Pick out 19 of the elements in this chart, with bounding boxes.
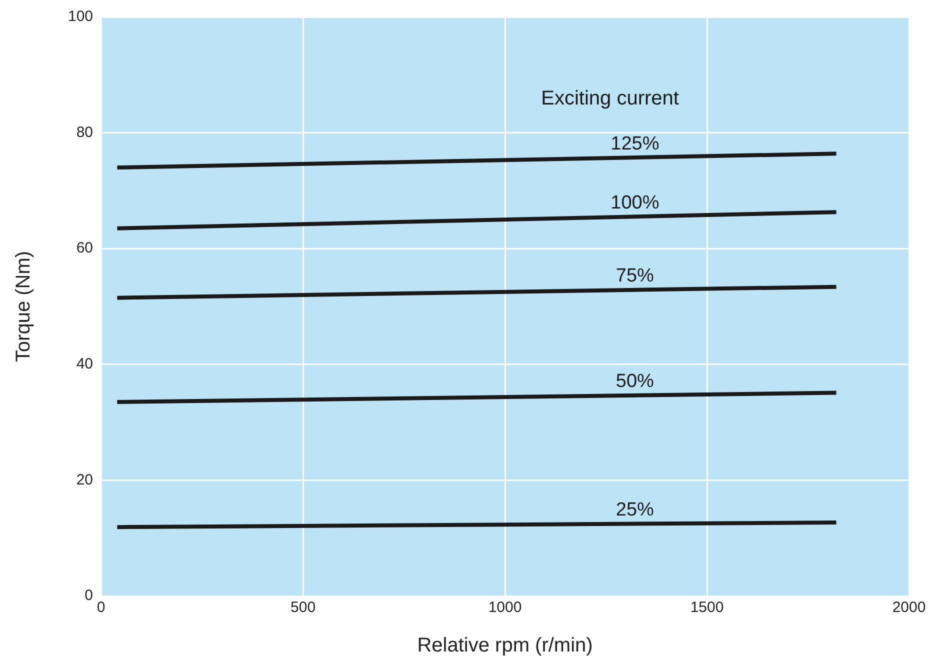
y-tick-label: 20 bbox=[76, 471, 94, 488]
x-tick-label: 0 bbox=[96, 599, 106, 616]
series-label: 50% bbox=[616, 371, 654, 392]
x-tick-label: 1000 bbox=[488, 599, 522, 616]
annotation: Exciting current bbox=[541, 88, 680, 110]
y-tick-label: 60 bbox=[76, 240, 94, 257]
y-tick-label: 80 bbox=[76, 124, 94, 141]
series-label: 25% bbox=[616, 500, 654, 520]
x-tick-label: 1500 bbox=[690, 599, 724, 616]
y-tick-label: 100 bbox=[68, 8, 94, 26]
y-axis-title: Torque (Nm) bbox=[12, 250, 35, 362]
series-label: 75% bbox=[616, 266, 654, 287]
y-tick-label: 0 bbox=[84, 587, 94, 604]
y-tick-label: 40 bbox=[76, 356, 94, 373]
series-label: 100% bbox=[610, 192, 660, 214]
x-tick-label: 2000 bbox=[892, 599, 926, 616]
x-tick-label: 500 bbox=[290, 599, 316, 616]
series-label: 125% bbox=[610, 133, 660, 154]
x-axis-title: Relative rpm (r/min) bbox=[417, 634, 593, 657]
